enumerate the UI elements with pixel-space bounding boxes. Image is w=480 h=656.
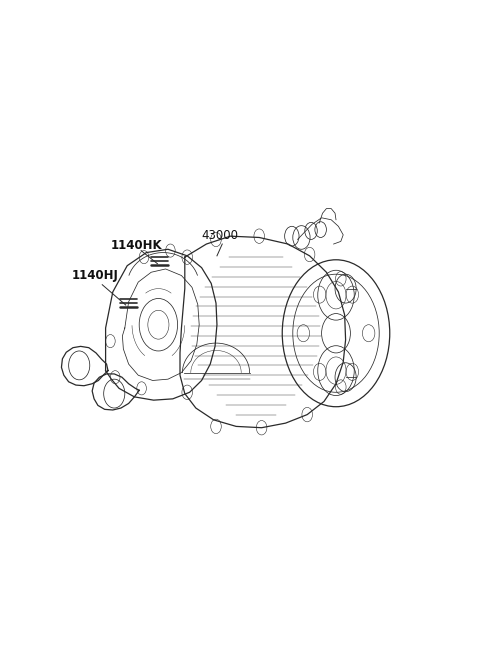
Text: 1140HK: 1140HK <box>110 239 162 253</box>
Text: 1140HJ: 1140HJ <box>72 269 119 282</box>
Text: 43000: 43000 <box>202 230 239 243</box>
